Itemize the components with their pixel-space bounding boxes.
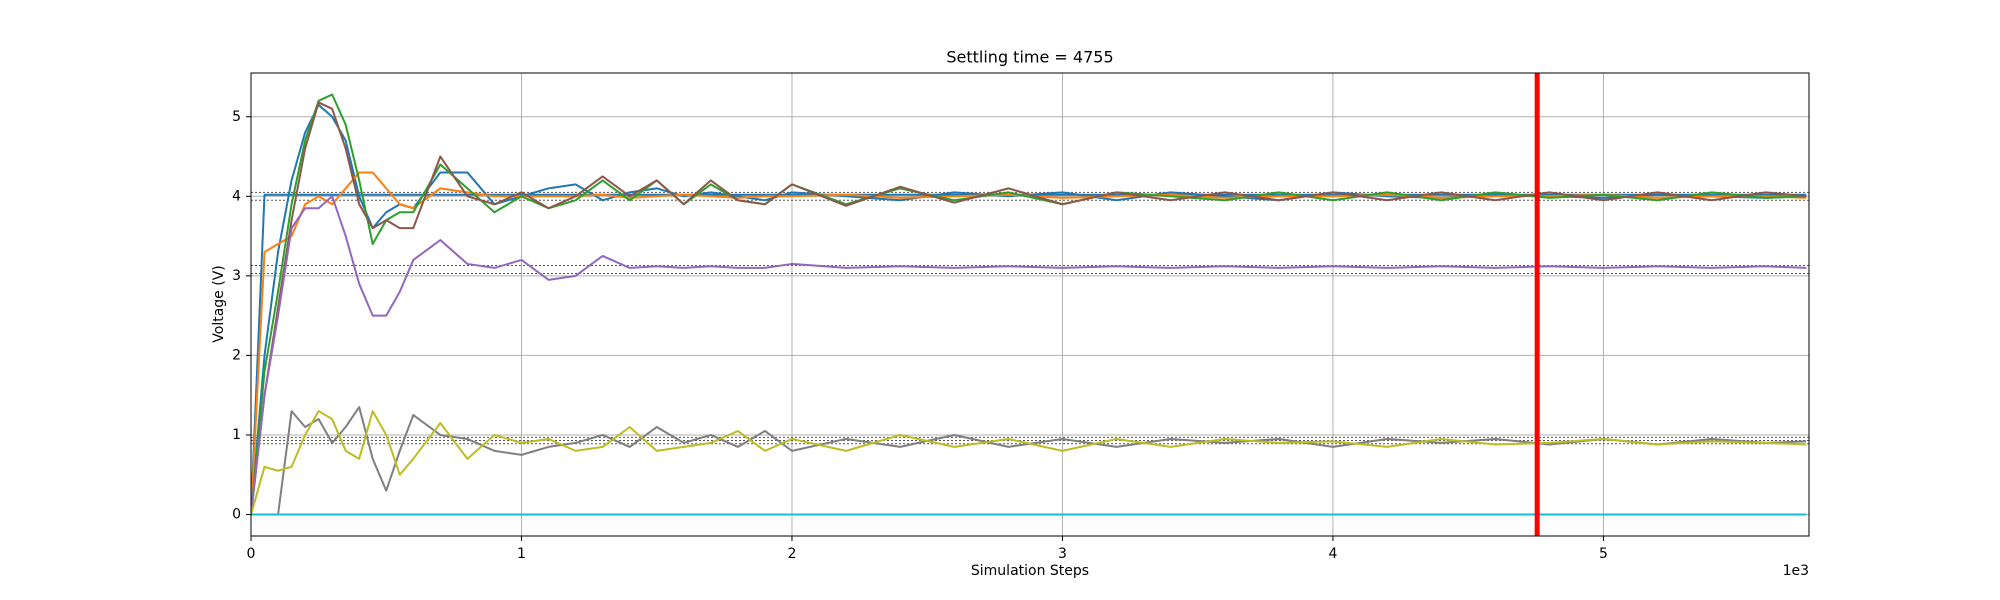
series-line [251,406,1807,516]
x-tick-label: 5 [1599,546,1608,562]
chart-title: Settling time = 4755 [946,48,1113,67]
y-tick-label: 0 [232,507,241,523]
axes-frame [250,72,1810,537]
series-line [251,101,1807,515]
x-tick-label: 0 [247,546,256,562]
x-tick-label: 2 [788,546,797,562]
y-tick-label: 1 [232,427,241,443]
x-axis-label: Simulation Steps [971,563,1089,579]
x-tick-label: 3 [1058,546,1067,562]
plot-area [251,73,1809,536]
y-tick-label: 4 [232,188,241,204]
y-tick-label: 3 [232,268,241,284]
ticks: 0 1 2 3 4 5 0 1 2 3 4 5 [232,109,1608,562]
y-tick-label: 2 [232,347,241,363]
series-line [251,410,1807,515]
y-axis-label: Voltage (V) [211,265,227,342]
x-tick-label: 1 [517,546,526,562]
x-tick-label: 4 [1328,546,1337,562]
series-line [251,195,1807,515]
y-tick-label: 5 [232,109,241,125]
x-offset-label: 1e3 [1783,563,1809,579]
